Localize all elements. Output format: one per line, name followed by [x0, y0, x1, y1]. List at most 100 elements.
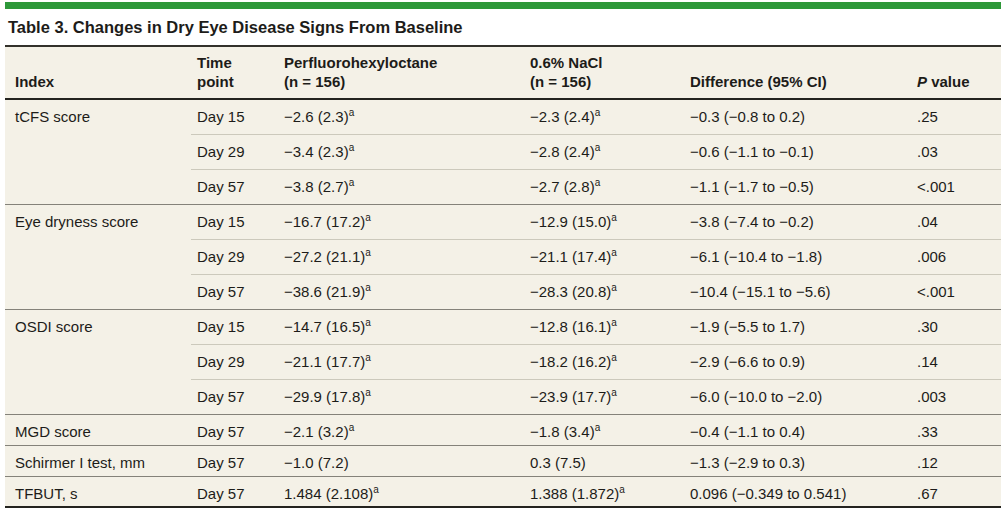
cell-nacl: 0.3 (7.5)	[524, 445, 684, 476]
cell-difference: −3.8 (−7.4 to −0.2)	[684, 204, 911, 239]
footnote-marker: a	[611, 282, 617, 293]
cell-p-value: .30	[911, 309, 1001, 344]
cell-pfho-value: −16.7 (17.2)	[284, 213, 365, 230]
cell-time: Day 29	[191, 239, 278, 274]
footnote-marker: a	[349, 107, 355, 118]
cell-nacl: −18.2 (16.2)a	[524, 344, 684, 379]
cell-pfho: −3.4 (2.3)a	[278, 134, 524, 169]
cell-difference: −6.0 (−10.0 to −2.0)	[684, 379, 911, 414]
col-header-difference: Difference (95% CI)	[684, 47, 911, 99]
cell-difference: −1.3 (−2.9 to 0.3)	[684, 445, 911, 476]
col-header-time-point: Time point	[191, 47, 278, 99]
cell-p-value: .003	[911, 379, 1001, 414]
cell-difference: −0.3 (−0.8 to 0.2)	[684, 99, 911, 134]
cell-nacl-value: −12.9 (15.0)	[530, 213, 611, 230]
footnote-marker: a	[365, 282, 371, 293]
journal-table-figure: Table 3. Changes in Dry Eye Disease Sign…	[0, 0, 1008, 524]
cell-pfho: −38.6 (21.9)a	[278, 274, 524, 309]
accent-bar	[5, 2, 1001, 9]
footnote-marker: a	[611, 317, 617, 328]
header-pfho-line1: Perfluorohexyloctane	[284, 53, 520, 72]
footnote-marker: a	[595, 142, 601, 153]
table-title: Table 3. Changes in Dry Eye Disease Sign…	[5, 9, 1001, 47]
table-row: MGD score Day 57 −2.1 (3.2)a −1.8 (3.4)a…	[5, 414, 1001, 445]
footnote-marker: a	[611, 247, 617, 258]
cell-pfho-value: −14.7 (16.5)	[284, 318, 365, 335]
cell-time: Day 57	[191, 169, 278, 204]
p-rest: value	[931, 73, 969, 90]
cell-time: Day 15	[191, 99, 278, 134]
footnote-marker: a	[365, 387, 371, 398]
header-time-line1: Time	[197, 53, 274, 72]
cell-p-value: .006	[911, 239, 1001, 274]
footnote-marker: a	[611, 352, 617, 363]
cell-pfho-value: 1.484 (2.108)	[284, 485, 373, 502]
header-nacl-line2: (n = 156)	[530, 72, 680, 91]
col-header-perfluorohexyloctane: Perfluorohexyloctane (n = 156)	[278, 47, 524, 99]
cell-p-value: .67	[911, 476, 1001, 507]
cell-time: Day 57	[191, 414, 278, 445]
dry-eye-signs-table: Index Time point Perfluorohexyloctane (n…	[5, 47, 1001, 508]
col-header-p-value: P value	[911, 47, 1001, 99]
row-group-label: OSDI score	[5, 309, 191, 414]
cell-nacl-value: −2.7 (2.8)	[530, 178, 595, 195]
cell-difference: −6.1 (−10.4 to −1.8)	[684, 239, 911, 274]
header-time-line2: point	[197, 72, 274, 91]
cell-pfho: −14.7 (16.5)a	[278, 309, 524, 344]
cell-nacl: −1.8 (3.4)a	[524, 414, 684, 445]
cell-time: Day 57	[191, 379, 278, 414]
cell-nacl: −2.7 (2.8)a	[524, 169, 684, 204]
cell-time: Day 57	[191, 445, 278, 476]
cell-nacl-value: −21.1 (17.4)	[530, 248, 611, 265]
cell-time: Day 29	[191, 344, 278, 379]
cell-pfho-value: −21.1 (17.7)	[284, 353, 365, 370]
footnote-marker: a	[373, 484, 379, 495]
cell-time: Day 29	[191, 134, 278, 169]
cell-pfho-value: −2.1 (3.2)	[284, 423, 349, 440]
cell-pfho: −16.7 (17.2)a	[278, 204, 524, 239]
cell-pfho-value: −29.9 (17.8)	[284, 388, 365, 405]
cell-nacl-value: 1.388 (1.872)	[530, 485, 619, 502]
cell-difference: 0.096 (−0.349 to 0.541)	[684, 476, 911, 507]
row-group-label: Eye dryness score	[5, 204, 191, 309]
cell-nacl-value: −28.3 (20.8)	[530, 283, 611, 300]
cell-pfho: −1.0 (7.2)	[278, 445, 524, 476]
cell-pfho-value: −27.2 (21.1)	[284, 248, 365, 265]
cell-pfho: −3.8 (2.7)a	[278, 169, 524, 204]
footnote-marker: a	[365, 352, 371, 363]
cell-nacl-value: −18.2 (16.2)	[530, 353, 611, 370]
cell-nacl-value: −1.8 (3.4)	[530, 423, 595, 440]
cell-nacl-value: −2.3 (2.4)	[530, 108, 595, 125]
cell-p-value: <.001	[911, 274, 1001, 309]
header-nacl-line1: 0.6% NaCl	[530, 53, 680, 72]
table-row: TFBUT, s Day 57 1.484 (2.108)a 1.388 (1.…	[5, 476, 1001, 507]
cell-difference: −1.1 (−1.7 to −0.5)	[684, 169, 911, 204]
cell-difference: −0.4 (−1.1 to 0.4)	[684, 414, 911, 445]
footnote-marker: a	[349, 142, 355, 153]
cell-nacl: −12.9 (15.0)a	[524, 204, 684, 239]
footnote-marker: a	[595, 422, 601, 433]
cell-p-value: .12	[911, 445, 1001, 476]
table-row: tCFS score Day 15 −2.6 (2.3)a −2.3 (2.4)…	[5, 99, 1001, 134]
cell-nacl-value: −12.8 (16.1)	[530, 318, 611, 335]
cell-nacl-value: −2.8 (2.4)	[530, 143, 595, 160]
col-header-nacl: 0.6% NaCl (n = 156)	[524, 47, 684, 99]
cell-pfho-value: −3.4 (2.3)	[284, 143, 349, 160]
footnote-marker: a	[595, 107, 601, 118]
cell-nacl: −21.1 (17.4)a	[524, 239, 684, 274]
cell-nacl-value: 0.3 (7.5)	[530, 454, 586, 471]
cell-nacl: −2.8 (2.4)a	[524, 134, 684, 169]
cell-p-value: .25	[911, 99, 1001, 134]
cell-p-value: .03	[911, 134, 1001, 169]
cell-nacl: −12.8 (16.1)a	[524, 309, 684, 344]
cell-pfho: 1.484 (2.108)a	[278, 476, 524, 507]
footnote-marker: a	[365, 317, 371, 328]
footnote-marker: a	[611, 212, 617, 223]
cell-p-value: .04	[911, 204, 1001, 239]
cell-time: Day 57	[191, 476, 278, 507]
cell-pfho-value: −3.8 (2.7)	[284, 178, 349, 195]
cell-nacl: −23.9 (17.7)a	[524, 379, 684, 414]
footnote-marker: a	[349, 422, 355, 433]
header-pfho-line2: (n = 156)	[284, 72, 520, 91]
p-italic: P	[917, 73, 927, 90]
